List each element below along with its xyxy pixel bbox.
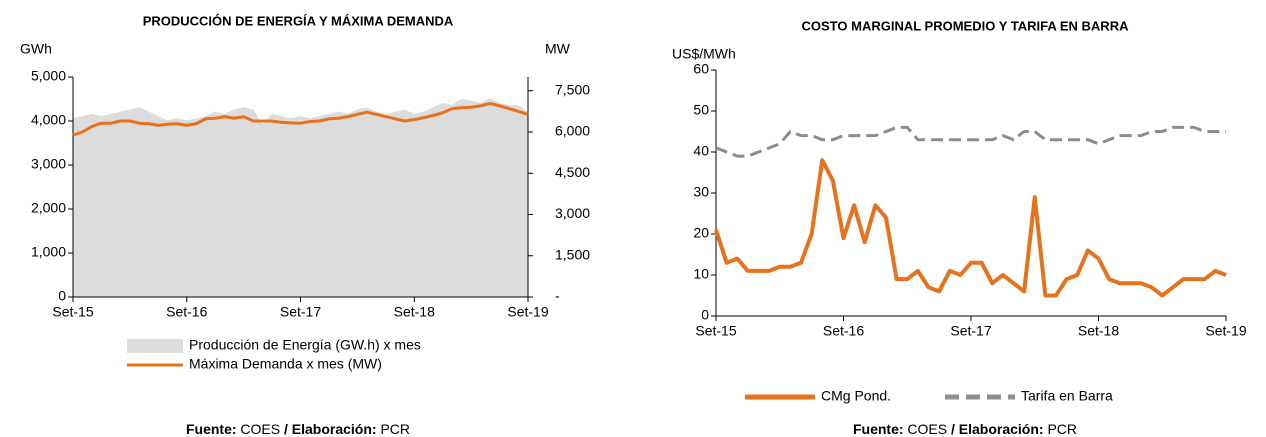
y-tick-label: 50 (693, 102, 709, 118)
y-tick-label: 1,000 (31, 244, 66, 260)
y-tick-label: 30 (693, 184, 709, 200)
y2-tick-label: 1,500 (555, 246, 590, 262)
y2-tick-label: 7,500 (555, 81, 590, 97)
legend-label: Tarifa en Barra (1021, 388, 1113, 404)
y2-tick-label: - (555, 288, 560, 304)
x-tick-label: Set-19 (1205, 323, 1246, 339)
source-part: Fuente: (186, 421, 237, 437)
series-line (714, 158, 1227, 298)
source-part: COES (240, 421, 280, 437)
source-part: / Elaboración: (284, 421, 377, 437)
x-tick-label: Set-15 (52, 304, 93, 320)
y-tick-label: 40 (693, 143, 709, 159)
x-tick-label: Set-18 (394, 304, 435, 320)
y2-axis-label: MW (545, 41, 571, 57)
y2-tick-label: 6,000 (555, 123, 590, 139)
y-axis-label: US$/MWh (672, 46, 736, 62)
series-line (72, 101, 529, 137)
x-tick-label: Set-17 (280, 304, 321, 320)
x-tick-label: Set-15 (695, 323, 736, 339)
x-tick-label: Set-17 (950, 323, 991, 339)
area-fill (73, 99, 528, 297)
area-edge (72, 98, 529, 127)
y-tick-label: 5,000 (31, 68, 66, 84)
y2-tick-label: 3,000 (555, 205, 590, 221)
source-part: PCR (380, 421, 410, 437)
x-tick-label: Set-16 (166, 304, 207, 320)
chart-title: COSTO MARGINAL PROMEDIO Y TARIFA EN BARR… (802, 18, 1130, 33)
source: Fuente: COES / Elaboración: PCR (186, 421, 410, 437)
source-part: / Elaboración: (951, 421, 1044, 437)
chart-title: PRODUCCIÓN DE ENERGÍA Y MÁXIMA DEMANDA (143, 13, 454, 28)
y-tick-label: 2,000 (31, 200, 66, 216)
source-part: PCR (1047, 421, 1077, 437)
x-tick-label: Set-16 (823, 323, 864, 339)
source-part: COES (907, 421, 947, 437)
y-tick-label: 0 (58, 288, 66, 304)
source-part: Fuente: (853, 421, 904, 437)
y-tick-label: 4,000 (31, 112, 66, 128)
legend-label: Producción de Energía (GW.h) x mes (189, 337, 421, 353)
y-tick-label: 60 (693, 61, 709, 77)
source: Fuente: COES / Elaboración: PCR (853, 421, 1077, 437)
y-tick-label: 0 (701, 307, 709, 323)
legend-label: CMg Pond. (821, 388, 891, 404)
y-tick-label: 20 (693, 225, 709, 241)
series-line (715, 125, 1226, 158)
x-tick-label: Set-18 (1078, 323, 1119, 339)
y-axis-label: GWh (20, 41, 52, 57)
y2-tick-label: 4,500 (555, 164, 590, 180)
legend-label: Máxima Demanda x mes (MW) (189, 356, 382, 372)
x-tick-label: Set-19 (507, 304, 548, 320)
y-tick-label: 3,000 (31, 156, 66, 172)
y-tick-label: 10 (693, 266, 709, 282)
legend-swatch (127, 339, 183, 353)
